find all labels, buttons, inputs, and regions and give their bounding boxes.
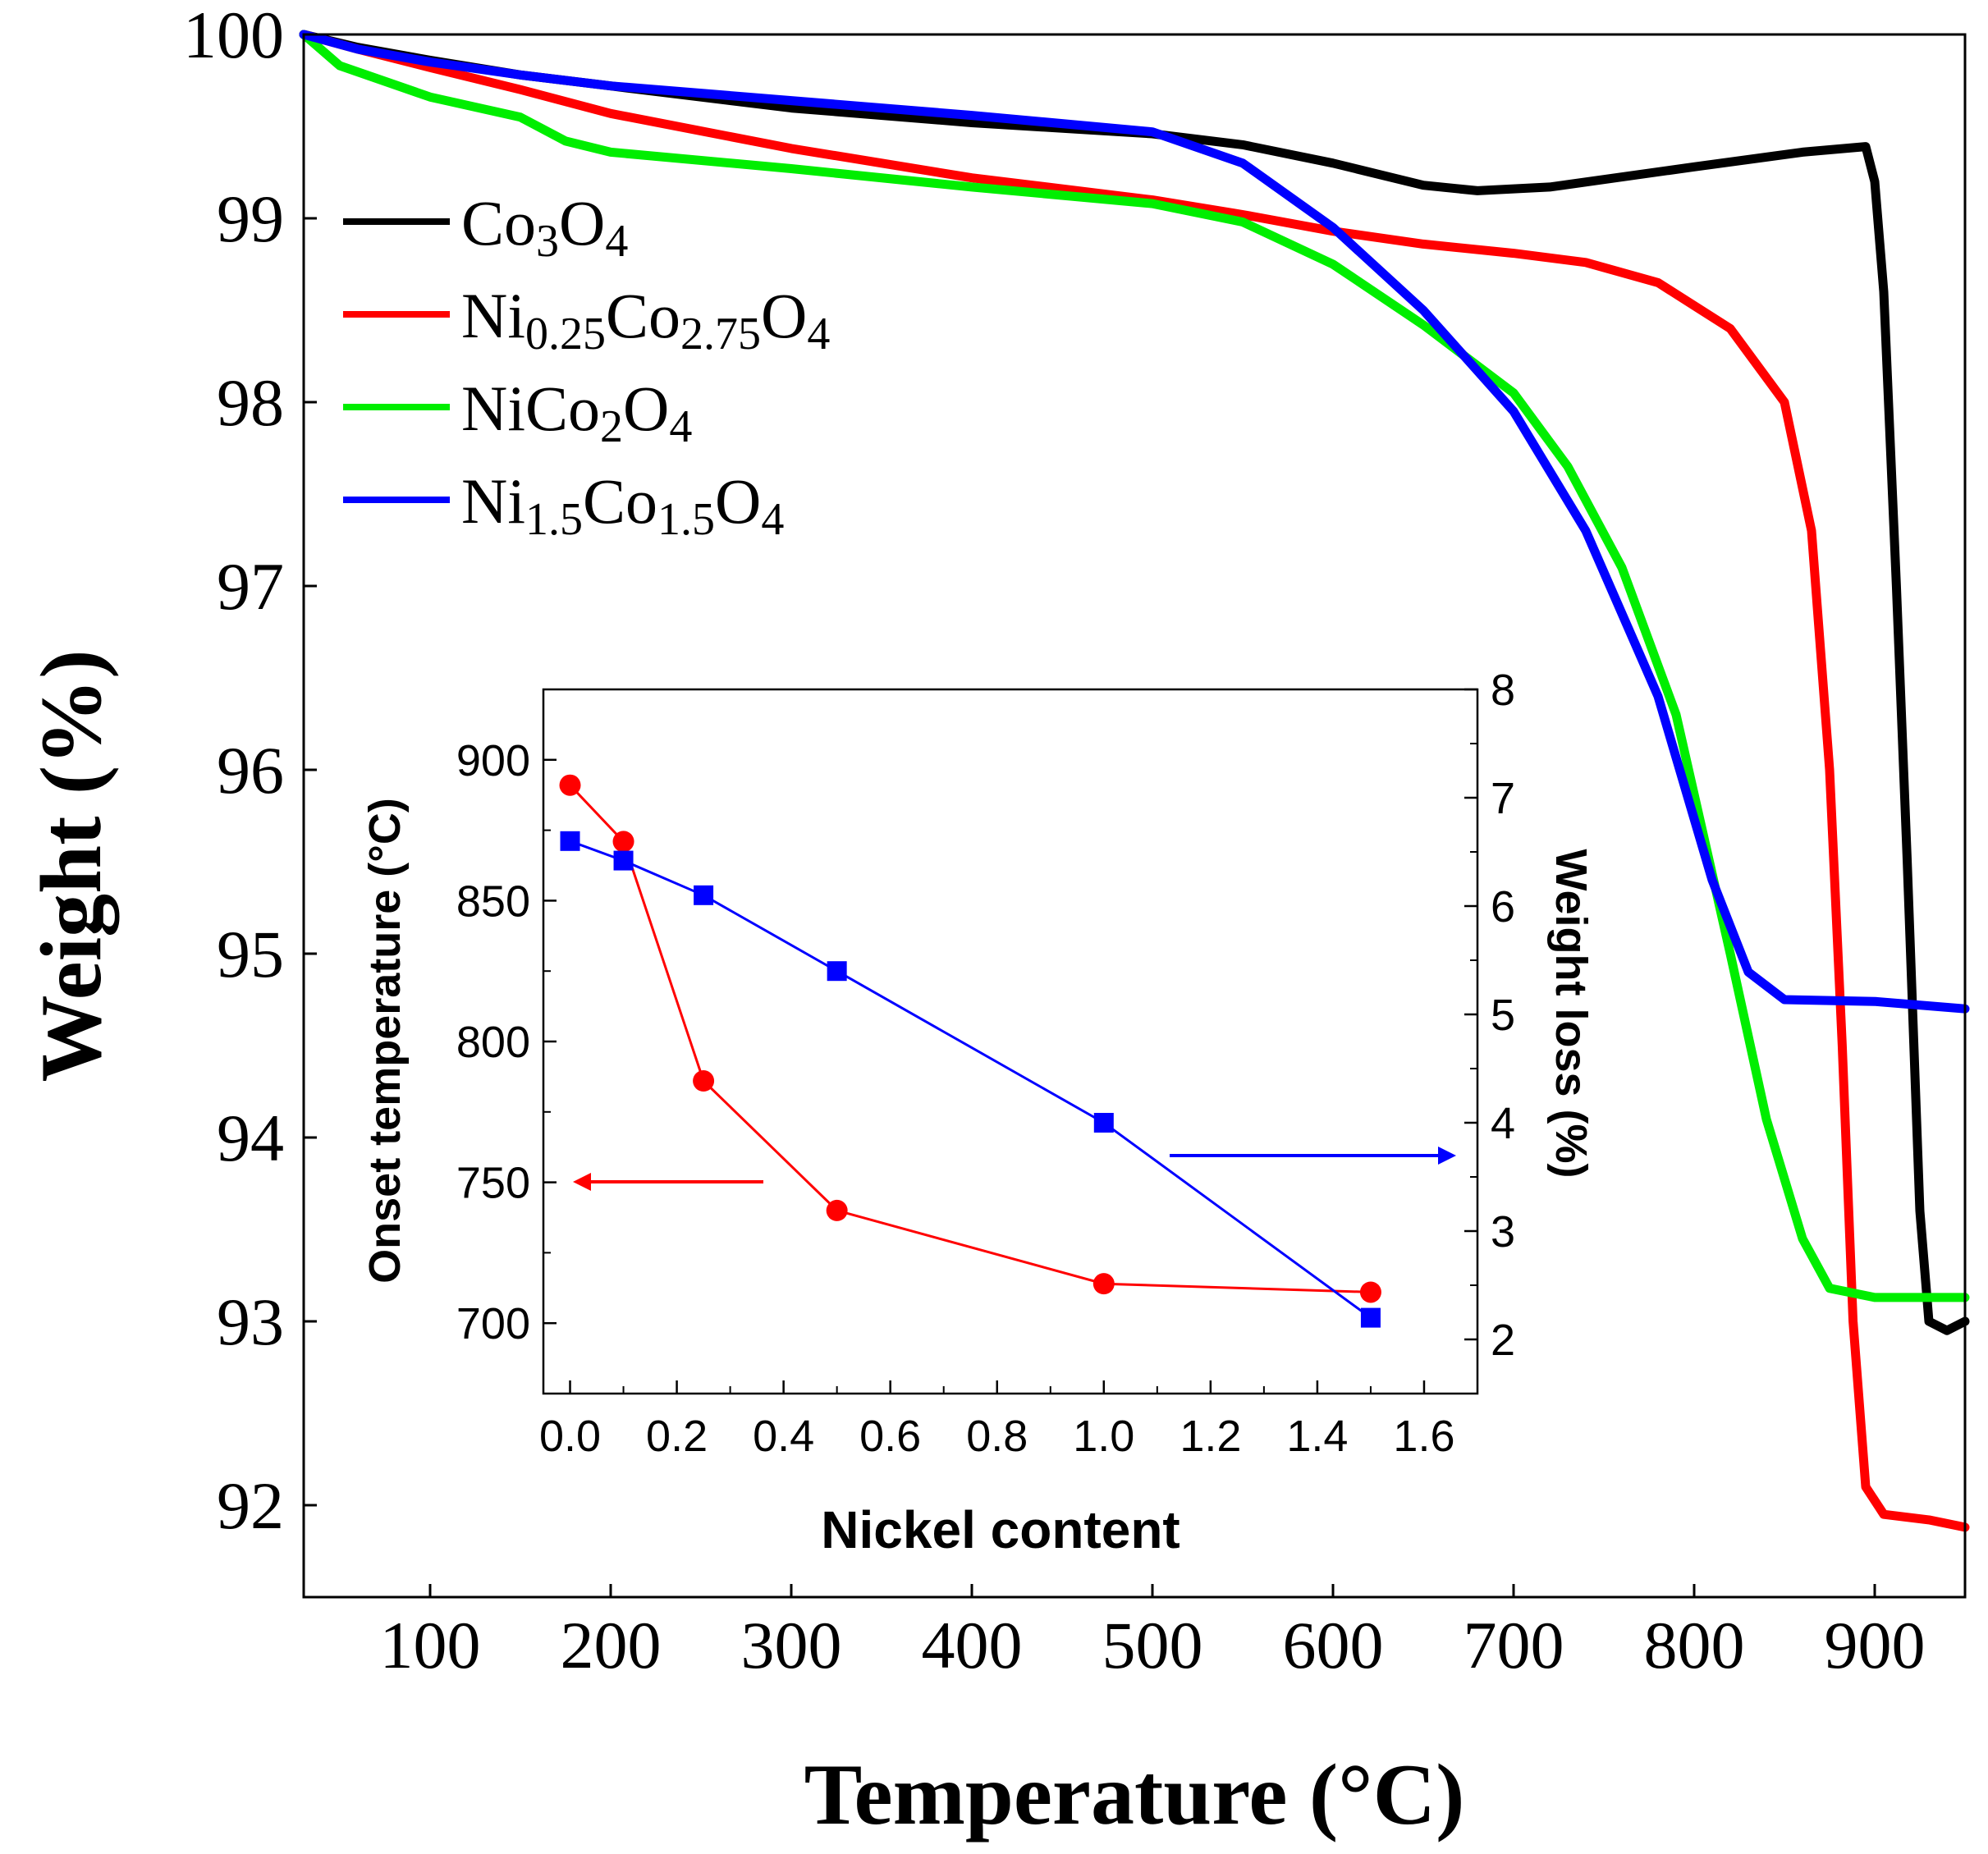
inset-x-tick-label-5: 1.0 <box>1073 1412 1134 1461</box>
inset-plot-frame <box>542 688 1479 1395</box>
legend-label-part: 4 <box>807 309 830 359</box>
inset-x-tick-label-4: 0.8 <box>966 1412 1028 1461</box>
x-tick-label-4: 500 <box>1102 1608 1203 1682</box>
x-tick-label-5: 600 <box>1283 1608 1384 1682</box>
x-tick-label-2: 300 <box>741 1608 842 1682</box>
legend-label-part: O <box>559 187 605 259</box>
inset-y2-tick-label-2: 4 <box>1491 1099 1515 1148</box>
inset-marker-weightloss-4 <box>1093 1113 1114 1133</box>
right-axis-arrow-head <box>1438 1147 1456 1165</box>
inset-series <box>559 774 1381 1328</box>
series-line-1 <box>299 30 1970 1532</box>
inset-x-axis-label: Nickel content <box>821 1500 1180 1559</box>
inset-ticks: 0.0 0.2 0.4 0.6 0.8 1.0 1.2 1.4 1.6 700 750 800 850 9… <box>456 666 1515 1461</box>
y-tick-label-7: 99 <box>217 181 284 256</box>
legend-label-part: O <box>761 280 807 351</box>
main-chart: 100 200 300 400 500 600 700 800 900 92 93 94 95 96 97 9… <box>23 0 1970 1843</box>
left-axis-arrow-head <box>573 1173 591 1191</box>
inset-y-tick-label-1: 750 <box>456 1159 530 1208</box>
inset-y-tick-label-3: 850 <box>456 877 530 926</box>
inset-y2-tick-label-5: 7 <box>1491 774 1515 823</box>
inset-x-tick-label-2: 0.4 <box>753 1412 814 1461</box>
main-ticks: 100 200 300 400 500 600 700 800 900 92 93 94 95 96 97 9… <box>183 0 1926 1682</box>
legend-label-part: 0.25 <box>525 309 606 359</box>
y-tick-label-8: 100 <box>183 0 284 72</box>
legend-label-part: 4 <box>605 216 628 267</box>
legend-label-part: O <box>715 465 761 537</box>
legend-label-part: Ni <box>461 280 525 351</box>
series-line-3 <box>299 30 1970 1014</box>
inset-left-y-axis-label: Onset temperature (°C) <box>360 798 410 1284</box>
inset-y2-tick-label-6: 8 <box>1491 666 1515 715</box>
legend-label-3: Ni1.5Co1.5O4 <box>461 465 784 545</box>
x-tick-label-7: 800 <box>1644 1608 1745 1682</box>
inset-marker-onset-4 <box>1092 1273 1115 1295</box>
inset-marker-onset-5 <box>1359 1281 1381 1303</box>
legend-label-part: 1.5 <box>525 494 583 545</box>
inset-chart: 0.0 0.2 0.4 0.6 0.8 1.0 1.2 1.4 1.6 700 750 800 850 9… <box>360 666 1596 1559</box>
inset-x-tick-label-0: 0.0 <box>539 1412 601 1461</box>
x-tick-label-8: 900 <box>1825 1608 1926 1682</box>
inset-marker-weightloss-5 <box>1360 1307 1381 1328</box>
inset-marker-onset-2 <box>693 1070 715 1092</box>
legend-label-part: 4 <box>669 401 692 452</box>
series-line-2 <box>299 30 1970 1302</box>
y-tick-label-4: 96 <box>217 733 284 808</box>
legend-label-part: 4 <box>761 494 784 545</box>
inset-x-tick-label-3: 0.6 <box>859 1412 921 1461</box>
legend-label-part: 1.5 <box>657 494 715 545</box>
legend-label-part: Co <box>606 280 680 351</box>
legend-label-part: Co <box>583 465 657 537</box>
y-tick-label-1: 93 <box>217 1284 284 1359</box>
legend-label-part: 2 <box>600 401 623 452</box>
legend-label-2: NiCo2O4 <box>461 373 692 452</box>
main-curves <box>299 30 1970 1532</box>
legend-label-part: Ni <box>461 465 525 537</box>
main-x-axis-label: Temperature (°C) <box>804 1746 1465 1843</box>
y-tick-label-3: 95 <box>217 917 284 991</box>
inset-y2-tick-label-0: 2 <box>1491 1316 1515 1365</box>
inset-marker-weightloss-0 <box>560 831 580 851</box>
inset-y-tick-label-0: 700 <box>456 1299 530 1348</box>
legend-label-part: 3 <box>536 216 559 267</box>
x-tick-label-3: 400 <box>922 1608 1023 1682</box>
inset-marker-onset-3 <box>826 1199 848 1221</box>
inset-marker-weightloss-1 <box>613 850 634 871</box>
inset-right-y-axis-label: Weight loss (%) <box>1546 849 1596 1178</box>
legend-label-part: 2.75 <box>680 309 761 359</box>
inset-marker-weightloss-3 <box>827 961 847 982</box>
inset-x-tick-label-7: 1.4 <box>1286 1412 1348 1461</box>
y-tick-label-2: 94 <box>217 1101 284 1175</box>
inset-y2-tick-label-1: 3 <box>1491 1207 1515 1257</box>
y-tick-label-6: 98 <box>217 365 284 440</box>
legend-label-0: Co3O4 <box>461 187 628 267</box>
inset-x-tick-label-1: 0.2 <box>646 1412 708 1461</box>
inset-series-line-0 <box>569 784 1371 1293</box>
legend-label-part: O <box>623 373 669 444</box>
legend-label-1: Ni0.25Co2.75O4 <box>461 280 830 359</box>
inset-marker-onset-0 <box>559 774 581 796</box>
x-tick-label-0: 100 <box>380 1608 481 1682</box>
legend-label-part: NiCo <box>461 373 600 444</box>
inset-marker-onset-1 <box>612 831 634 853</box>
inset-y2-tick-label-3: 5 <box>1491 991 1515 1040</box>
legend-label-part: Co <box>461 187 536 259</box>
y-tick-label-5: 97 <box>217 549 284 624</box>
inset-marker-weightloss-2 <box>694 885 714 905</box>
inset-x-tick-label-8: 1.6 <box>1393 1412 1454 1461</box>
main-y-axis-label: Weight (%) <box>23 650 119 1083</box>
x-tick-label-6: 700 <box>1464 1608 1564 1682</box>
inset-x-tick-label-6: 1.2 <box>1180 1412 1241 1461</box>
y-tick-label-0: 92 <box>217 1468 284 1543</box>
x-tick-label-1: 200 <box>561 1608 662 1682</box>
inset-y-tick-label-4: 900 <box>456 736 530 785</box>
inset-y-tick-label-2: 800 <box>456 1018 530 1067</box>
inset-y2-tick-label-4: 6 <box>1491 882 1515 932</box>
main-plot-frame <box>302 33 1967 1599</box>
